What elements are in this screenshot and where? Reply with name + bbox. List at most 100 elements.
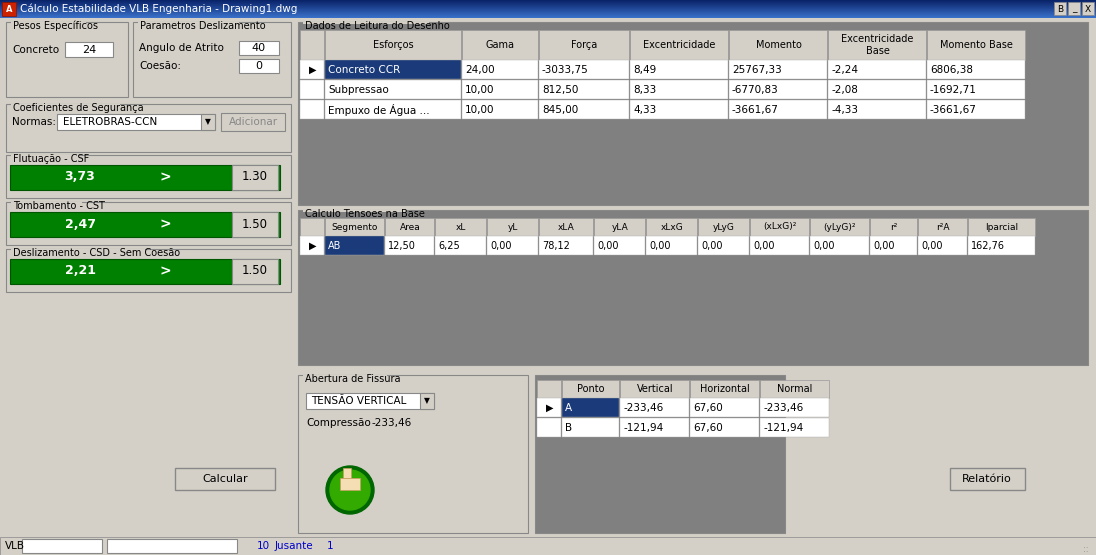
Bar: [11, 249, 145, 251]
Text: 0,00: 0,00: [874, 241, 894, 251]
Text: 0,00: 0,00: [597, 241, 618, 251]
Bar: [340, 478, 359, 490]
Bar: [630, 100, 728, 119]
Bar: [968, 218, 1035, 236]
Text: 24: 24: [82, 45, 96, 55]
Text: xLA: xLA: [558, 223, 575, 231]
Text: -233,46: -233,46: [623, 403, 663, 413]
Text: Gama: Gama: [486, 40, 515, 50]
Text: Coeficientes de Segurança: Coeficientes de Segurança: [13, 103, 144, 113]
Bar: [5, 104, 292, 152]
Text: ::: ::: [1083, 546, 1088, 554]
Bar: [326, 218, 384, 236]
Bar: [2, 2, 16, 16]
Bar: [927, 100, 1025, 119]
Text: X: X: [1085, 4, 1091, 13]
Bar: [138, 22, 239, 24]
Text: r²A: r²A: [936, 223, 950, 231]
Text: 40: 40: [252, 43, 266, 53]
Bar: [239, 41, 279, 55]
Bar: [463, 80, 538, 99]
Text: Tombamento - CST: Tombamento - CST: [13, 201, 105, 211]
Bar: [620, 380, 689, 398]
Text: Horizontal: Horizontal: [700, 384, 750, 394]
Bar: [57, 114, 215, 130]
Bar: [5, 22, 128, 97]
Bar: [326, 80, 461, 99]
Bar: [306, 393, 434, 409]
Bar: [539, 80, 629, 99]
Bar: [232, 165, 278, 190]
Text: Flutuação - CSF: Flutuação - CSF: [13, 154, 89, 164]
Text: 0,00: 0,00: [490, 241, 512, 251]
Bar: [539, 100, 629, 119]
Bar: [326, 100, 461, 119]
Bar: [300, 100, 324, 119]
Bar: [927, 60, 1025, 79]
Text: yLyG: yLyG: [713, 223, 735, 231]
Text: 4,33: 4,33: [633, 105, 657, 115]
Bar: [10, 212, 279, 237]
Bar: [729, 80, 827, 99]
Text: 12,50: 12,50: [388, 241, 415, 251]
Bar: [0, 12, 1096, 13]
Text: >: >: [159, 217, 171, 231]
Text: -2,24: -2,24: [831, 65, 858, 75]
Text: >: >: [159, 264, 171, 278]
Text: ▶: ▶: [309, 241, 317, 251]
Bar: [620, 418, 689, 437]
Text: -3033,75: -3033,75: [543, 65, 589, 75]
Bar: [1082, 2, 1094, 15]
Bar: [463, 60, 538, 79]
Text: Ponto: Ponto: [578, 384, 605, 394]
Bar: [539, 236, 593, 255]
Bar: [22, 539, 102, 553]
Bar: [918, 218, 967, 236]
Text: xL: xL: [456, 223, 466, 231]
Bar: [133, 22, 292, 97]
Text: 1.50: 1.50: [242, 265, 269, 278]
Bar: [298, 22, 1088, 205]
Bar: [11, 155, 78, 157]
Bar: [927, 80, 1025, 99]
Bar: [0, 10, 1096, 11]
Bar: [298, 375, 528, 533]
Text: Subpressao: Subpressao: [328, 85, 389, 95]
Bar: [729, 30, 827, 60]
Text: r²: r²: [890, 223, 898, 231]
Text: Relatório: Relatório: [962, 474, 1012, 484]
Text: 0,00: 0,00: [701, 241, 722, 251]
Bar: [463, 100, 538, 119]
Text: ▶: ▶: [309, 65, 317, 75]
Text: 78,12: 78,12: [543, 241, 570, 251]
Bar: [300, 60, 324, 79]
Bar: [5, 249, 292, 292]
Bar: [326, 236, 384, 255]
Text: 0,00: 0,00: [813, 241, 834, 251]
Bar: [0, 8, 1096, 9]
Text: Excentricidade: Excentricidade: [842, 34, 914, 44]
Text: 0,00: 0,00: [753, 241, 775, 251]
Text: 10: 10: [256, 541, 270, 551]
Bar: [1068, 2, 1080, 15]
Text: 0,00: 0,00: [649, 241, 671, 251]
Text: Calcular: Calcular: [202, 474, 248, 484]
Bar: [870, 236, 917, 255]
Text: Momento: Momento: [755, 40, 801, 50]
Text: Concreto CCR: Concreto CCR: [328, 65, 400, 75]
Text: Base: Base: [866, 46, 890, 56]
Bar: [827, 100, 926, 119]
Text: Momento Base: Momento Base: [940, 40, 1013, 50]
Text: Compressão: Compressão: [306, 418, 370, 428]
Bar: [343, 468, 351, 478]
Bar: [539, 60, 629, 79]
Bar: [594, 236, 646, 255]
Text: (yLyG)²: (yLyG)²: [824, 223, 856, 231]
Text: 67,60: 67,60: [693, 423, 722, 433]
Text: Excentricidade: Excentricidade: [643, 40, 716, 50]
Bar: [300, 80, 324, 99]
Text: Cálculo Estabilidade VLB Engenharia - Drawing1.dwg: Cálculo Estabilidade VLB Engenharia - Dr…: [20, 4, 297, 14]
Text: -6770,83: -6770,83: [732, 85, 779, 95]
Text: -4,33: -4,33: [831, 105, 858, 115]
Text: ELETROBRAS-CCN: ELETROBRAS-CCN: [62, 117, 157, 127]
